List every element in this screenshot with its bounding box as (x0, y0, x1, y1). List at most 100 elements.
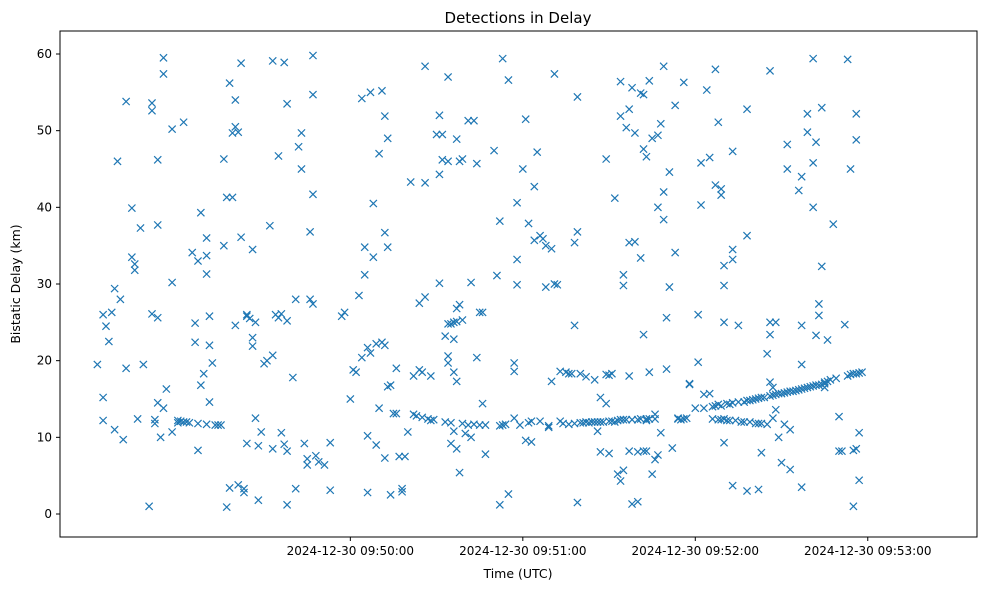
data-point (515, 421, 524, 430)
data-point (179, 118, 188, 127)
data-point (225, 79, 234, 88)
data-point (254, 496, 263, 505)
y-tick-label: 40 (37, 200, 52, 214)
data-point (694, 310, 703, 319)
data-point (168, 278, 177, 287)
data-point (435, 170, 444, 179)
data-point (791, 386, 800, 395)
data-point (636, 253, 645, 262)
data-point (607, 369, 616, 378)
data-point (662, 365, 671, 374)
data-point (377, 86, 386, 95)
data-point (268, 444, 277, 453)
data-point (122, 364, 131, 373)
data-point (254, 441, 263, 450)
data-point (803, 383, 812, 392)
data-point (541, 241, 550, 250)
data-point (475, 308, 484, 317)
data-point (147, 99, 157, 108)
data-point (403, 427, 412, 436)
data-point (216, 421, 226, 430)
data-point (400, 452, 409, 461)
data-point (587, 417, 596, 427)
data-point (196, 381, 205, 390)
data-point (725, 416, 734, 425)
data-point (432, 130, 441, 139)
data-point (619, 415, 628, 424)
data-point (458, 155, 467, 164)
data-point (291, 484, 300, 493)
data-point (590, 417, 599, 427)
data-point (705, 389, 714, 398)
data-point (239, 488, 248, 497)
data-point (363, 488, 372, 497)
data-point (573, 498, 582, 507)
data-point (628, 415, 637, 424)
data-point (768, 391, 777, 400)
data-point (375, 149, 384, 158)
data-point (720, 261, 729, 270)
data-point (222, 503, 231, 512)
data-point (159, 404, 168, 413)
data-point (513, 255, 522, 264)
data-point (193, 419, 203, 428)
data-point (306, 227, 315, 236)
data-point (814, 311, 823, 320)
data-point (596, 447, 605, 456)
data-point (363, 431, 372, 440)
data-point (222, 193, 231, 202)
data-point (720, 438, 729, 447)
data-point (156, 433, 165, 442)
data-point (147, 309, 157, 318)
data-point (783, 140, 792, 149)
data-point (280, 440, 289, 449)
data-point (392, 364, 401, 373)
data-point (582, 372, 591, 381)
data-point (809, 203, 818, 212)
data-point (406, 178, 415, 187)
data-point (326, 486, 335, 495)
data-point (524, 219, 533, 228)
data-point (722, 416, 731, 425)
data-point (743, 231, 752, 240)
data-point (745, 417, 754, 427)
data-point (616, 415, 625, 424)
data-point (360, 270, 369, 279)
data-point (398, 487, 407, 496)
data-point (119, 435, 128, 444)
data-point (544, 423, 553, 432)
data-point (444, 358, 453, 367)
data-point (369, 199, 378, 208)
data-point (455, 468, 464, 477)
plot-area (59, 30, 978, 538)
data-point (478, 399, 487, 408)
data-point (760, 393, 769, 402)
data-point (283, 447, 292, 456)
data-point (619, 270, 628, 279)
data-point (622, 415, 631, 424)
data-point (734, 398, 743, 407)
data-point (748, 395, 757, 404)
data-point (426, 371, 435, 381)
data-point (504, 490, 513, 499)
data-point (743, 105, 752, 114)
data-point (639, 447, 648, 456)
data-point (530, 236, 539, 245)
data-point (633, 497, 642, 506)
data-point (110, 284, 119, 293)
data-point (705, 153, 714, 162)
data-point (193, 256, 203, 266)
data-point (510, 358, 519, 367)
data-point (720, 281, 729, 290)
data-point (145, 502, 154, 511)
data-point (242, 310, 251, 319)
data-point (803, 128, 812, 137)
data-point (743, 486, 752, 496)
data-point (596, 417, 605, 427)
data-point (214, 421, 223, 430)
data-point (513, 198, 522, 207)
data-point (786, 425, 795, 434)
data-point (852, 369, 861, 378)
data-point (829, 220, 838, 229)
data-point (133, 414, 142, 423)
